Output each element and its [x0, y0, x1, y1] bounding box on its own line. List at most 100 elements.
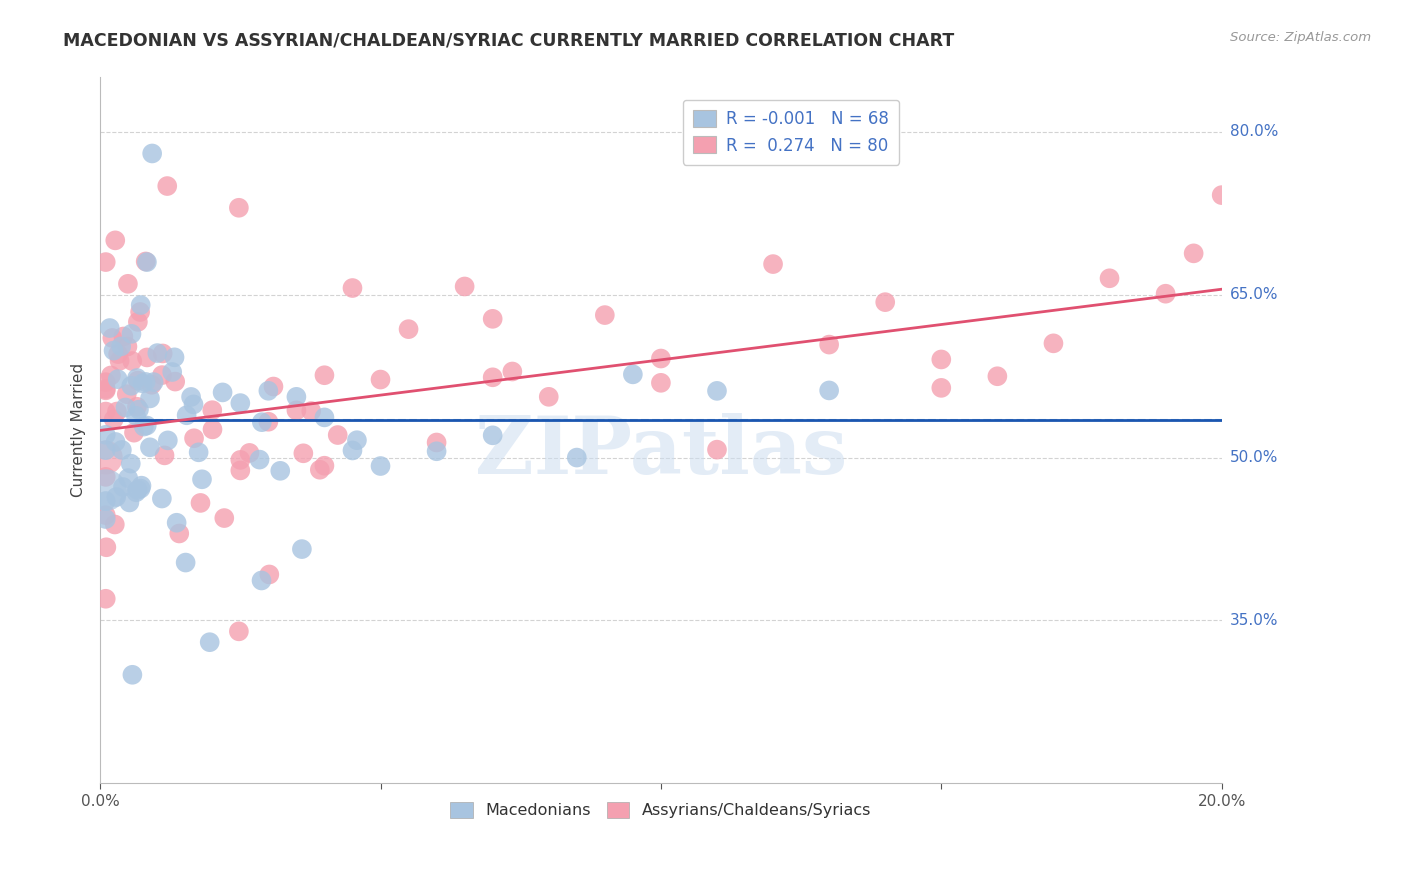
- Point: [104, 434, 127, 449]
- Point: [426, 444, 449, 458]
- Point: [346, 434, 368, 448]
- Point: [103, 412, 125, 426]
- Point: [257, 384, 280, 398]
- Point: [250, 574, 273, 588]
- Point: [190, 496, 212, 510]
- Point: [285, 390, 308, 404]
- Point: [706, 384, 728, 398]
- Point: [176, 409, 198, 423]
- Point: [291, 542, 314, 557]
- Point: [183, 397, 205, 411]
- Point: [146, 346, 169, 360]
- Point: [115, 387, 138, 401]
- Text: 35.0%: 35.0%: [1230, 613, 1278, 628]
- Point: [139, 392, 162, 406]
- Point: [156, 434, 179, 448]
- Point: [650, 351, 672, 366]
- Legend: Macedonians, Assyrians/Chaldeans/Syriacs: Macedonians, Assyrians/Chaldeans/Syriacs: [444, 796, 877, 825]
- Point: [110, 339, 132, 353]
- Point: [120, 378, 142, 392]
- Point: [105, 404, 128, 418]
- Point: [135, 255, 157, 269]
- Point: [139, 440, 162, 454]
- Point: [308, 463, 330, 477]
- Point: [104, 517, 127, 532]
- Point: [125, 371, 148, 385]
- Text: 65.0%: 65.0%: [1230, 287, 1278, 302]
- Point: [198, 635, 221, 649]
- Point: [174, 556, 197, 570]
- Point: [314, 458, 336, 473]
- Point: [481, 370, 503, 384]
- Point: [165, 375, 187, 389]
- Point: [314, 368, 336, 383]
- Point: [929, 352, 952, 367]
- Point: [117, 277, 139, 291]
- Point: [94, 450, 117, 465]
- Point: [94, 382, 117, 396]
- Point: [706, 442, 728, 457]
- Point: [214, 511, 236, 525]
- Point: [398, 322, 420, 336]
- Point: [152, 346, 174, 360]
- Point: [96, 541, 118, 555]
- Point: [107, 372, 129, 386]
- Point: [121, 354, 143, 368]
- Point: [108, 353, 131, 368]
- Point: [128, 402, 150, 417]
- Point: [150, 368, 173, 383]
- Point: [103, 343, 125, 358]
- Point: [621, 368, 644, 382]
- Point: [167, 526, 190, 541]
- Point: [1098, 271, 1121, 285]
- Text: 50.0%: 50.0%: [1230, 450, 1278, 465]
- Point: [94, 494, 117, 508]
- Y-axis label: Currently Married: Currently Married: [72, 363, 86, 498]
- Point: [121, 667, 143, 681]
- Point: [501, 364, 523, 378]
- Point: [153, 449, 176, 463]
- Point: [122, 425, 145, 440]
- Point: [1211, 188, 1233, 202]
- Point: [111, 480, 134, 494]
- Point: [211, 385, 233, 400]
- Point: [229, 463, 252, 477]
- Point: [593, 308, 616, 322]
- Point: [94, 427, 117, 442]
- Point: [94, 404, 117, 418]
- Point: [94, 255, 117, 269]
- Point: [104, 233, 127, 247]
- Point: [342, 281, 364, 295]
- Point: [314, 410, 336, 425]
- Point: [105, 490, 128, 504]
- Point: [201, 403, 224, 417]
- Point: [125, 485, 148, 500]
- Point: [537, 390, 560, 404]
- Point: [142, 375, 165, 389]
- Point: [135, 375, 157, 389]
- Point: [94, 512, 117, 526]
- Point: [150, 491, 173, 506]
- Point: [229, 396, 252, 410]
- Point: [120, 457, 142, 471]
- Point: [187, 445, 209, 459]
- Point: [118, 495, 141, 509]
- Point: [229, 453, 252, 467]
- Point: [342, 443, 364, 458]
- Point: [94, 384, 117, 398]
- Point: [127, 374, 149, 388]
- Point: [129, 305, 152, 319]
- Point: [875, 295, 897, 310]
- Point: [127, 483, 149, 497]
- Point: [285, 403, 308, 417]
- Point: [262, 379, 284, 393]
- Point: [129, 298, 152, 312]
- Point: [986, 369, 1008, 384]
- Point: [299, 404, 322, 418]
- Text: MACEDONIAN VS ASSYRIAN/CHALDEAN/SYRIAC CURRENTLY MARRIED CORRELATION CHART: MACEDONIAN VS ASSYRIAN/CHALDEAN/SYRIAC C…: [63, 31, 955, 49]
- Point: [180, 390, 202, 404]
- Point: [163, 351, 186, 365]
- Point: [94, 375, 117, 389]
- Point: [94, 483, 117, 497]
- Point: [269, 464, 291, 478]
